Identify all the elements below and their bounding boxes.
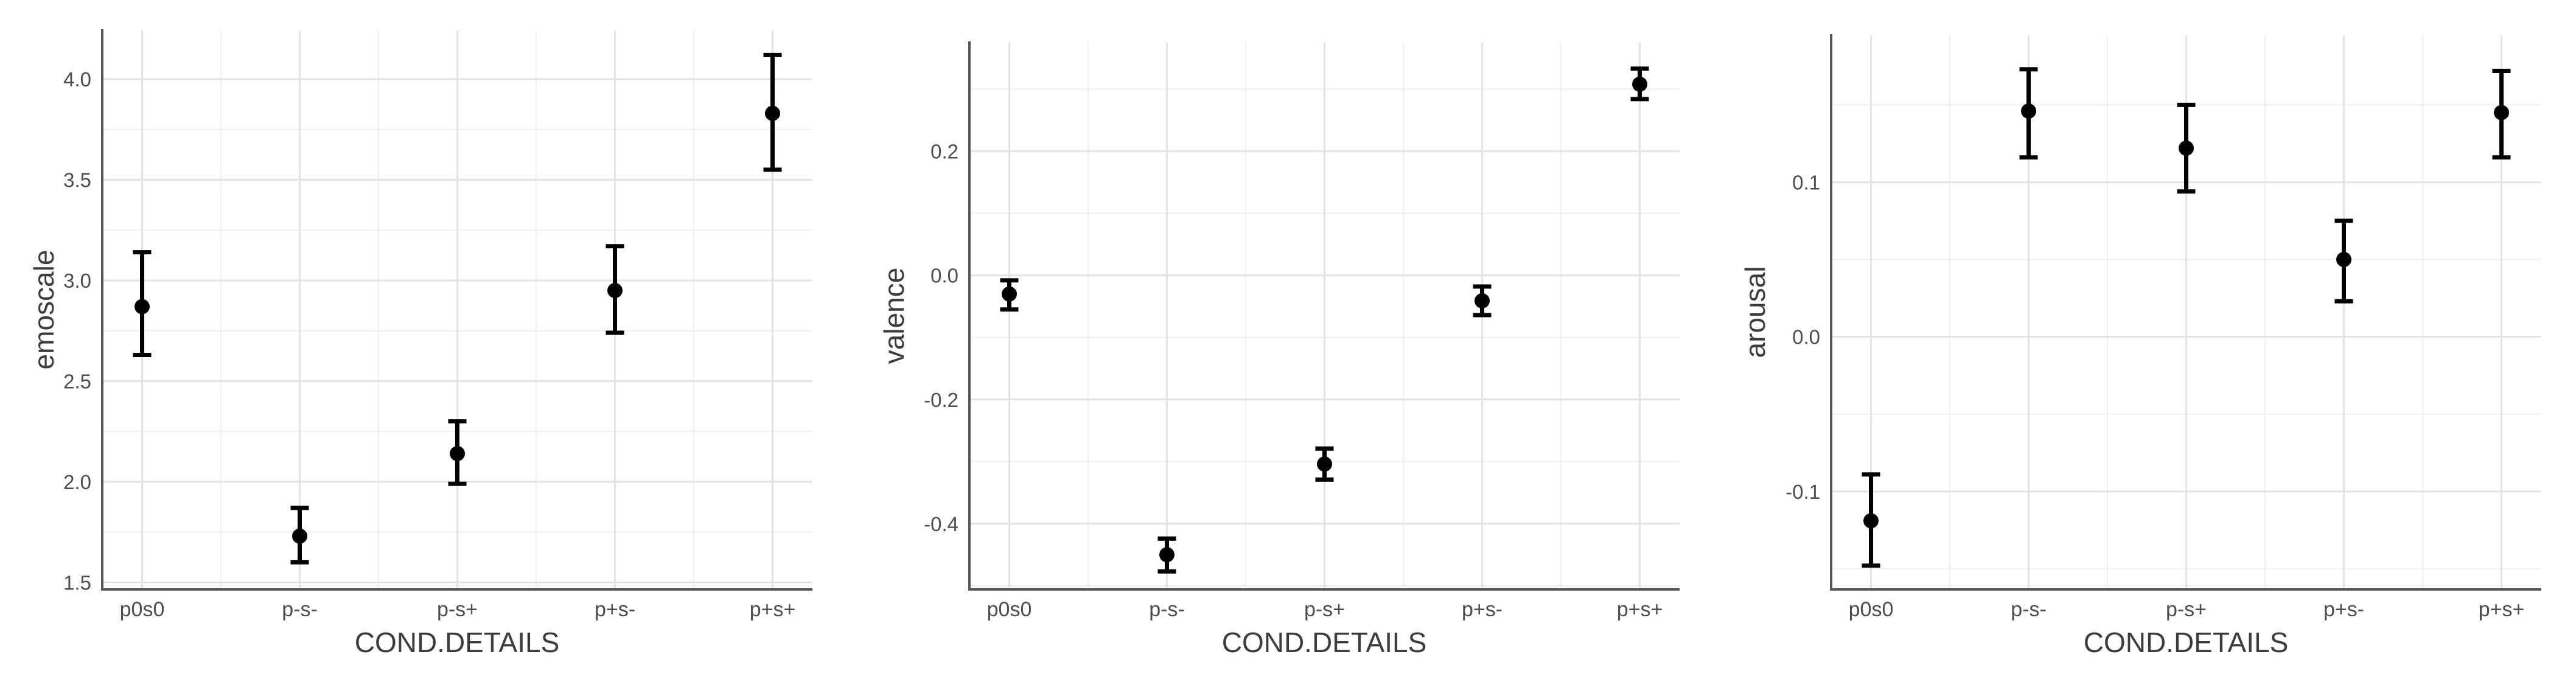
x-tick-label: p-s+ (2166, 598, 2207, 621)
panel-arousal: 0.1 0.0 -0.1 p0s0 p-s-p-s+ p+s-p+s+ arousal C… (1717, 0, 2576, 674)
plot-area-arousal: 0.1 0.0 -0.1 p0s0 p-s-p-s+ p+s-p+s+ (1785, 34, 2541, 621)
point-dot (1159, 547, 1175, 563)
pointrange-p-s+ (2177, 102, 2196, 194)
pointrange-p+s+ (1630, 66, 1649, 102)
y-axis-title-emoscale: emoscale (28, 249, 60, 370)
pointrange-p0s0 (1000, 278, 1019, 312)
pointrange-p+s- (606, 244, 624, 335)
y-tick-labels: 0.1 0.0 -0.1 (1785, 171, 1820, 502)
x-tick-label: p+s- (1462, 598, 1503, 621)
y-tick-label: 0.2 (930, 141, 958, 163)
y-tick-label: 2.0 (63, 471, 91, 493)
gridlines-minor-vertical (220, 30, 694, 589)
x-tick-label: p0s0 (120, 598, 165, 621)
point-dot (2494, 105, 2509, 120)
point-dot (2179, 141, 2194, 156)
point-dot (134, 299, 150, 314)
x-tick-label: p+s- (2323, 598, 2364, 621)
pointrange-p-s- (2019, 67, 2038, 160)
pointrange-p-s+ (448, 419, 467, 486)
point-dot (450, 446, 465, 462)
x-tick-labels: p0s0 p-s-p-s+ p+s-p+s+ (1849, 598, 2525, 621)
x-tick-label: p-s- (282, 598, 318, 621)
y-axis-title-arousal: arousal (1739, 266, 1771, 358)
x-tick-label: p-s+ (437, 598, 478, 621)
x-axis-title-cond-details: COND.DETAILS (354, 627, 560, 658)
x-axis-title-cond-details: COND.DETAILS (2083, 627, 2289, 658)
x-tick-label: p+s+ (750, 598, 796, 621)
x-tick-label: p+s- (595, 598, 635, 621)
pointrange-p-s+ (1315, 446, 1334, 482)
y-axis-title-valence: valence (878, 267, 910, 364)
panel-valence: 0.2 0.0 -0.2 -0.4 p0s0 p-s-p-s+ p+s-p+s+ valen… (859, 0, 1717, 674)
pointrange-p+s+ (2492, 68, 2511, 160)
point-dot (1002, 286, 1017, 302)
pointrange-p-s- (290, 506, 309, 565)
x-tick-label: p+s+ (1617, 598, 1663, 621)
x-tick-label: p0s0 (1849, 598, 1894, 621)
point-dot (1632, 76, 1647, 92)
y-tick-label: 0.0 (1792, 326, 1820, 349)
pointrange-p+s- (2334, 218, 2353, 304)
point-dot (2336, 252, 2351, 268)
panel-emoscale: 1.5 2.0 2.5 3.0 3.5 4.0 p0s0 p-s-p-s+ p+s-p+s+ e… (0, 0, 859, 674)
plot-area-valence: 0.2 0.0 -0.2 -0.4 p0s0 p-s-p-s+ p+s-p+s+ (924, 41, 1680, 621)
y-tick-labels: 0.2 0.0 -0.2 -0.4 (924, 141, 958, 535)
x-tick-label: p-s+ (1304, 598, 1345, 621)
gridlines-major-vertical (1008, 43, 1641, 589)
point-dot (2021, 103, 2036, 119)
x-tick-labels: p0s0 p-s-p-s+ p+s-p+s+ (987, 598, 1663, 621)
point-dot (765, 105, 780, 121)
y-tick-label: -0.4 (924, 513, 958, 535)
x-tick-label: p+s+ (2479, 598, 2525, 621)
point-dot (1317, 456, 1332, 472)
x-tick-label: p-s- (1149, 598, 1185, 621)
plot-area-emoscale: 1.5 2.0 2.5 3.0 3.5 4.0 p0s0 p-s-p-s+ p+s-p+s+ (63, 29, 812, 621)
x-tick-label: p0s0 (987, 598, 1032, 621)
gridlines-minor-vertical (1087, 43, 1562, 589)
pointrange-p+s+ (763, 52, 782, 172)
pointrange-p0s0 (133, 250, 152, 357)
y-tick-label: 0.1 (1792, 171, 1820, 193)
gridlines-major-vertical (141, 30, 773, 589)
y-tick-labels: 1.5 2.0 2.5 3.0 3.5 4.0 (63, 68, 91, 594)
x-tick-label: p-s- (2011, 598, 2047, 621)
point-dot (292, 528, 307, 544)
pointrange-p-s- (1157, 536, 1176, 574)
y-tick-label: -0.1 (1785, 481, 1820, 503)
y-tick-label: 3.5 (63, 169, 91, 192)
y-tick-label: 2.5 (63, 370, 91, 392)
y-tick-label: 4.0 (63, 68, 91, 91)
x-axis-title-cond-details: COND.DETAILS (1221, 627, 1427, 658)
y-tick-label: -0.2 (924, 389, 958, 411)
pointrange-p0s0 (1862, 472, 1880, 568)
point-dot (607, 283, 623, 299)
pointrange-p+s- (1473, 284, 1492, 318)
point-dot (1863, 513, 1879, 529)
gridlines-minor-vertical (1949, 35, 2423, 589)
y-tick-label: 3.0 (63, 269, 91, 292)
y-tick-label: 0.0 (930, 265, 958, 287)
y-tick-label: 1.5 (63, 571, 91, 594)
point-dot (1475, 293, 1490, 309)
x-tick-labels: p0s0 p-s-p-s+ p+s-p+s+ (120, 598, 796, 621)
